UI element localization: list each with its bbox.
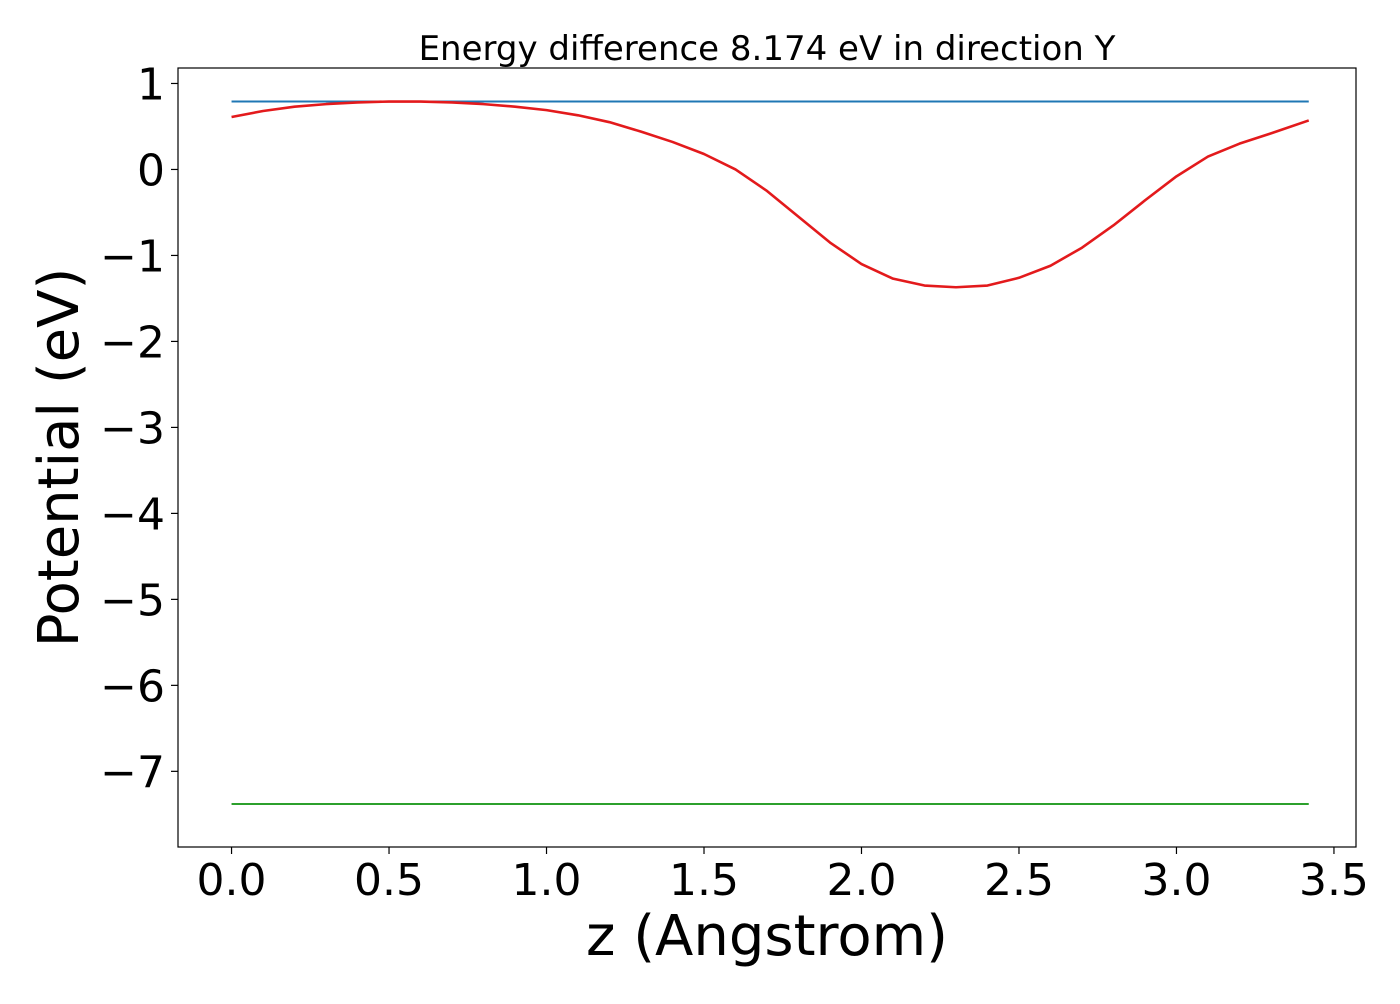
x-tick-label: 3.0 [1141,855,1211,906]
y-tick-label: −5 [100,575,165,626]
x-tick-label: 1.0 [512,855,582,906]
y-tick-label: 0 [137,145,165,196]
y-tick-label: −1 [100,231,165,282]
y-tick-label: −3 [100,403,165,454]
x-tick-label: 2.0 [826,855,896,906]
chart-title: Energy difference 8.174 eV in direction … [419,29,1116,69]
series-line-2 [231,100,1310,289]
y-tick-label: −4 [100,489,165,540]
x-tick-label: 0.0 [197,855,267,906]
x-tick-label: 0.5 [354,855,424,906]
y-tick-label: −2 [100,317,165,368]
x-tick-label: 3.5 [1299,855,1369,906]
x-axis-label: z (Angstrom) [586,904,948,969]
axes-layer: 0.0 0.5 1.0 1.5 2.0 2.5 3.0 3.5 1 0 −1 −2 −3 −4 −5 −6 −7 [100,59,1369,906]
y-tick-label: 1 [137,59,165,110]
series-layer [231,100,1310,806]
y-axis-label: Potential (eV) [27,268,92,648]
x-tick-label: 2.5 [984,855,1054,906]
y-tick-label: −7 [100,747,165,798]
x-tick-label: 1.5 [669,855,739,906]
plot-area-frame [177,67,1357,848]
y-tick-label: −6 [100,661,165,712]
